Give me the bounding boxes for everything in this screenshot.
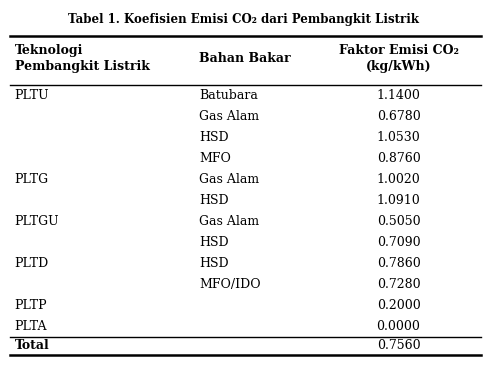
Text: 0.5050: 0.5050 [377, 215, 420, 227]
Text: Faktor Emisi CO₂
(kg/kWh): Faktor Emisi CO₂ (kg/kWh) [339, 44, 458, 73]
Text: Bahan Bakar: Bahan Bakar [199, 52, 291, 65]
Text: 1.0020: 1.0020 [377, 173, 420, 186]
Text: HSD: HSD [199, 256, 229, 270]
Text: Gas Alam: Gas Alam [199, 109, 260, 123]
Text: 0.7280: 0.7280 [377, 277, 420, 291]
Text: PLTA: PLTA [15, 320, 47, 332]
Text: PLTD: PLTD [15, 256, 49, 270]
Text: MFO: MFO [199, 152, 231, 165]
Text: Batubara: Batubara [199, 89, 258, 102]
Text: 0.2000: 0.2000 [377, 299, 420, 312]
Text: MFO/IDO: MFO/IDO [199, 277, 261, 291]
Text: PLTGU: PLTGU [15, 215, 59, 227]
Text: Total: Total [15, 340, 50, 352]
Text: 0.7560: 0.7560 [377, 340, 420, 352]
Text: 1.1400: 1.1400 [377, 89, 420, 102]
Text: PLTP: PLTP [15, 299, 47, 312]
Text: 0.0000: 0.0000 [377, 320, 420, 332]
Text: HSD: HSD [199, 235, 229, 249]
Text: 0.7860: 0.7860 [377, 256, 420, 270]
Text: HSD: HSD [199, 194, 229, 206]
Text: PLTU: PLTU [15, 89, 49, 102]
Text: 0.7090: 0.7090 [377, 235, 420, 249]
Text: Gas Alam: Gas Alam [199, 173, 260, 186]
Text: Gas Alam: Gas Alam [199, 215, 260, 227]
Text: 0.8760: 0.8760 [377, 152, 420, 165]
Text: 1.0530: 1.0530 [377, 130, 420, 144]
Text: 1.0910: 1.0910 [377, 194, 420, 206]
Text: HSD: HSD [199, 130, 229, 144]
Text: Tabel 1. Koefisien Emisi CO₂ dari Pembangkit Listrik: Tabel 1. Koefisien Emisi CO₂ dari Pemban… [68, 13, 418, 26]
Text: Teknologi
Pembangkit Listrik: Teknologi Pembangkit Listrik [15, 44, 150, 73]
Text: PLTG: PLTG [15, 173, 49, 186]
Text: 0.6780: 0.6780 [377, 109, 420, 123]
